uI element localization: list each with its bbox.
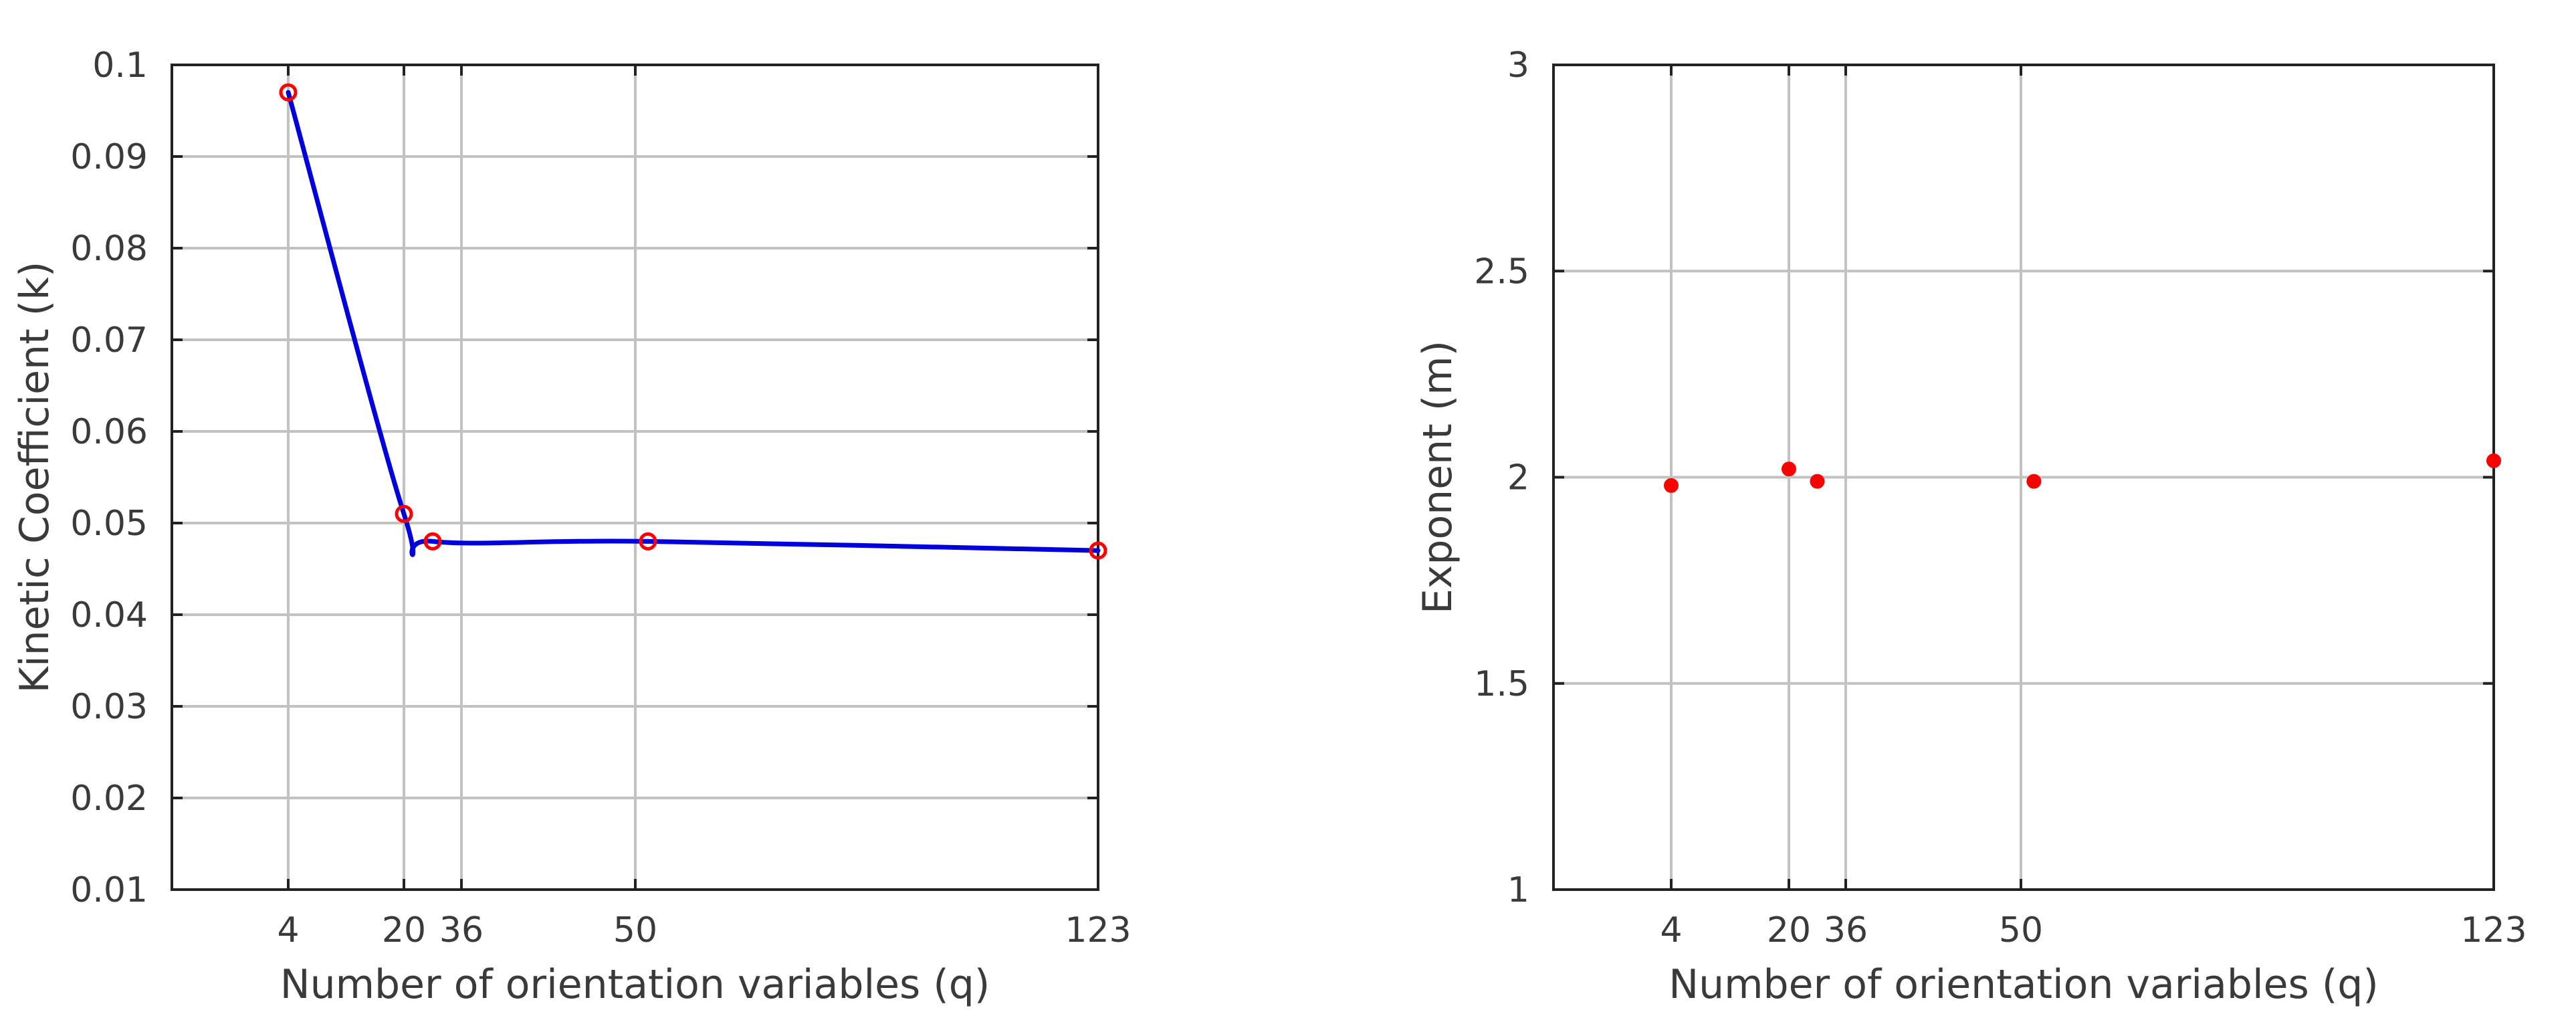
data-point (2486, 453, 2501, 468)
x-tick-label: 4 (1660, 910, 1682, 950)
y-tick-label: 0.04 (70, 595, 148, 635)
x-axis-label: Number of orientation variables (q) (280, 961, 990, 1008)
y-tick-label: 0.02 (70, 779, 148, 819)
y-tick-label: 2.5 (1474, 251, 1529, 292)
y-tick-label: 0.05 (70, 504, 148, 544)
x-tick-label: 4 (277, 910, 299, 950)
y-tick-label: 0.08 (70, 229, 148, 269)
data-point (395, 504, 413, 523)
y-tick-label: 0.1 (92, 45, 148, 86)
chart-panel-2: 1 1.5 2 2.5 3 4 20 36 50 123 Number of orientation… (1414, 45, 2527, 1008)
y-tick-label: 0.09 (70, 137, 148, 177)
data-point (1810, 474, 1825, 489)
data-point (279, 83, 298, 102)
data-point (423, 532, 442, 550)
y-tick-label: 1 (1507, 870, 1529, 910)
x-tick-label: 20 (1767, 910, 1811, 950)
data-point (1664, 478, 1679, 493)
y-tick-label: 0.06 (70, 412, 148, 452)
data-point (2026, 474, 2042, 489)
x-tick-label: 36 (1824, 910, 1868, 950)
data-point (1782, 462, 1796, 477)
x-tick-label: 20 (382, 910, 426, 950)
x-tick-label: 123 (1065, 910, 1131, 950)
y-tick-label: 3 (1507, 45, 1529, 86)
y-tick-label: 1.5 (1474, 664, 1529, 704)
x-axis-label: Number of orientation variables (q) (1669, 961, 2379, 1008)
series-line (286, 90, 1101, 557)
y-tick-label: 2 (1507, 458, 1529, 498)
y-tick-label: 0.01 (70, 870, 148, 910)
x-tick-label: 123 (2460, 910, 2527, 950)
y-axis-label: Kinetic Coefficient (k) (11, 262, 58, 694)
y-tick-label: 0.03 (70, 687, 148, 727)
x-tick-label: 36 (439, 910, 484, 950)
y-axis-label: Exponent (m) (1414, 340, 1461, 614)
chart-panel-1: 0.01 0.02 0.03 0.04 0.05 0.06 0.07 0.08 0.09 0.1 4… (11, 45, 1132, 1008)
x-tick-label: 50 (613, 910, 657, 950)
data-point (639, 532, 657, 550)
y-tick-label: 0.07 (70, 320, 148, 361)
x-tick-label: 50 (1999, 910, 2043, 950)
data-point (1089, 541, 1107, 560)
